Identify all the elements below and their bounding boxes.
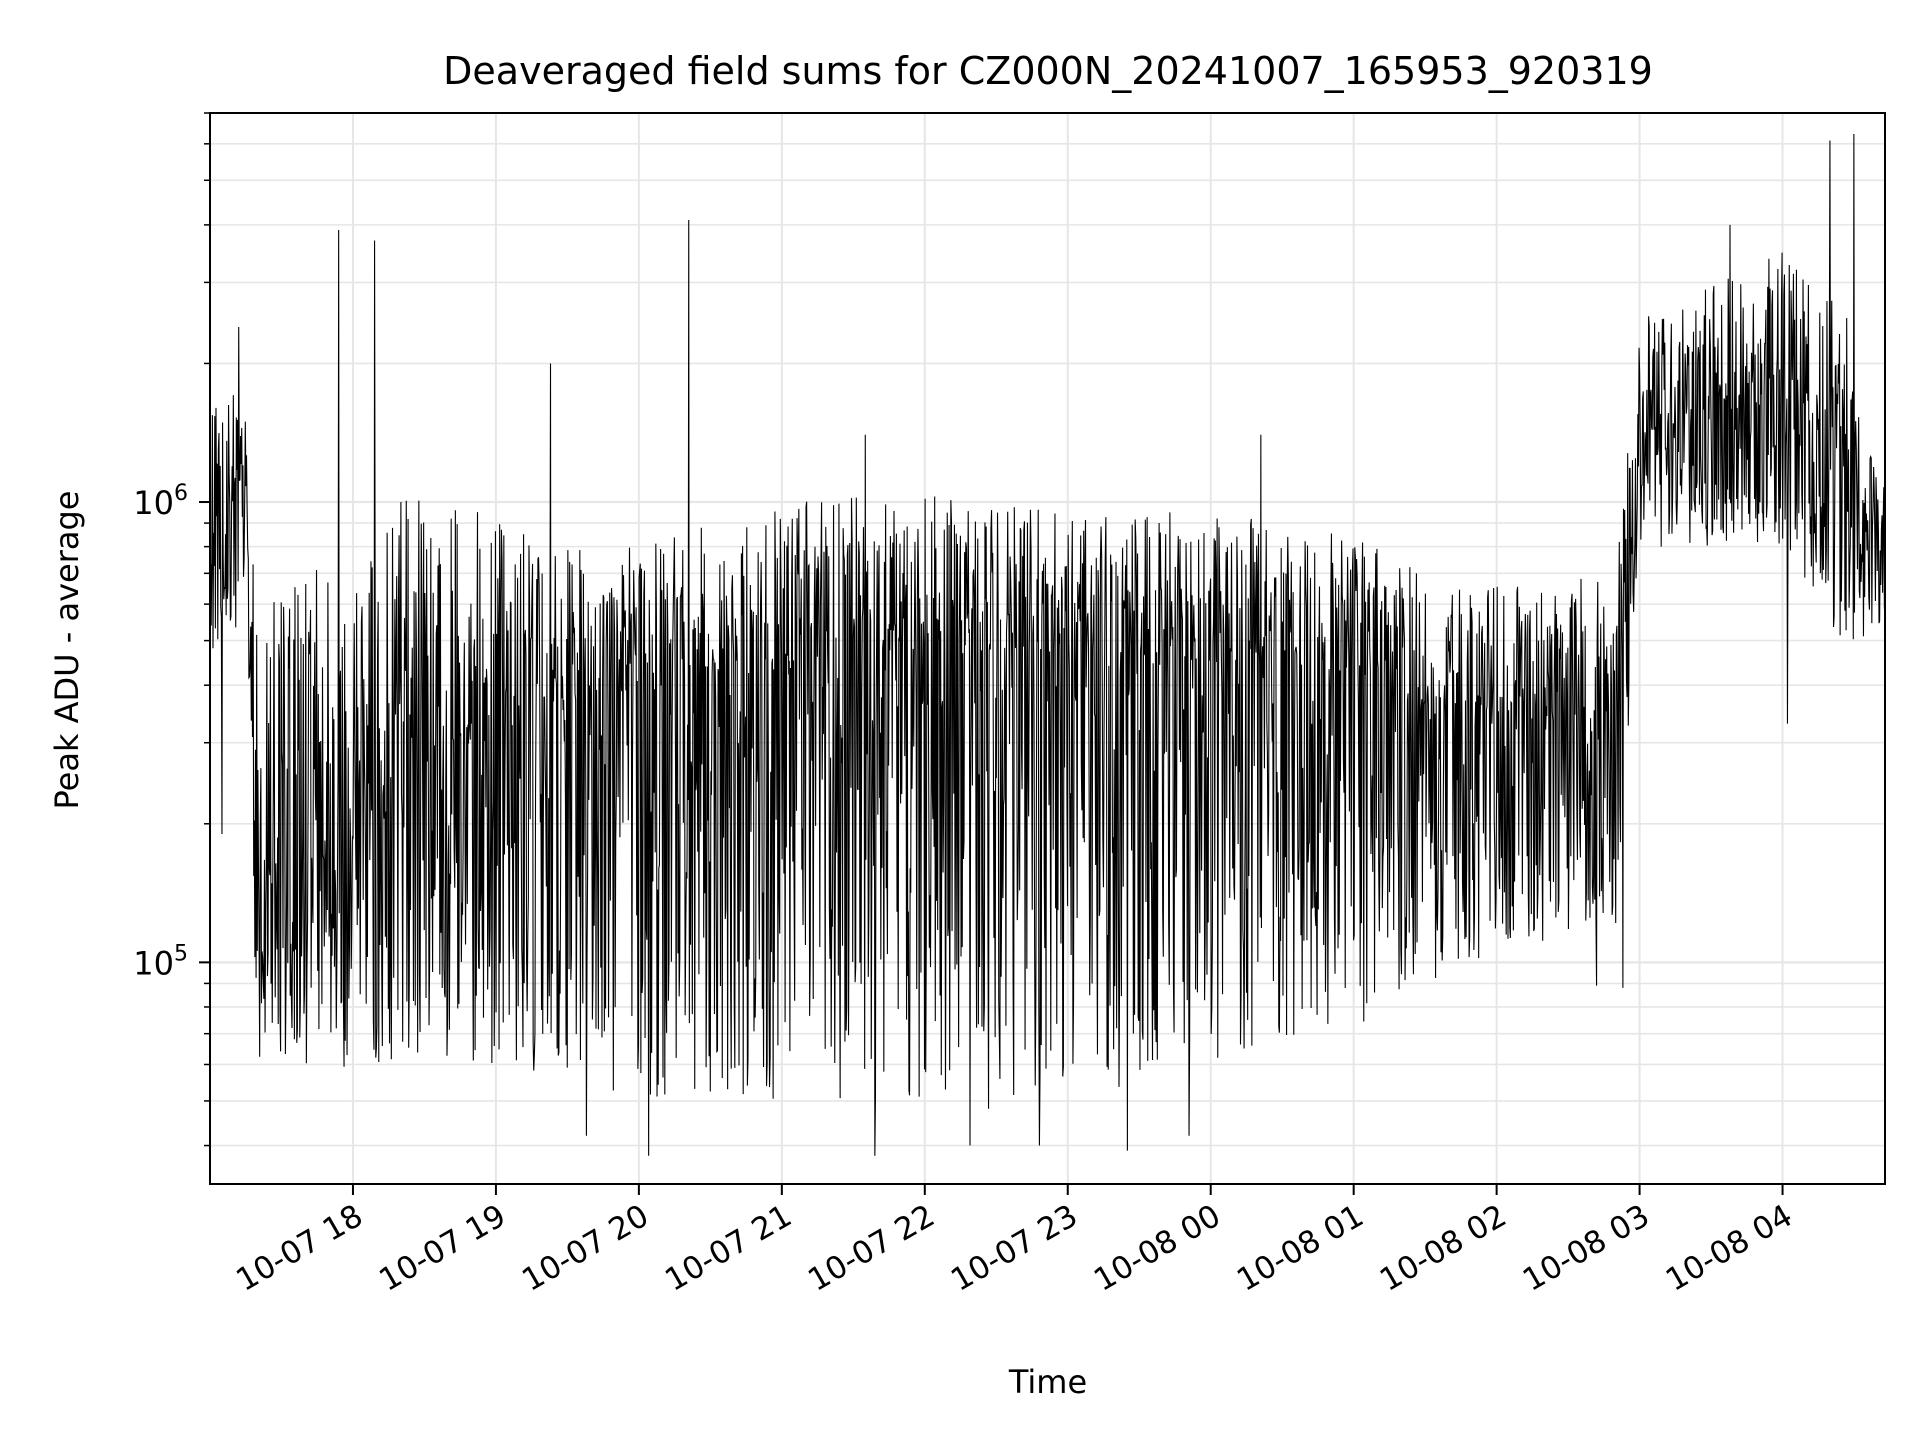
x-tick-label: 10-08 02: [1374, 1198, 1513, 1299]
x-tick-label: 10-07 22: [802, 1198, 941, 1299]
x-tick-label: 10-07 18: [230, 1198, 369, 1299]
x-tick-label: 10-08 01: [1231, 1198, 1370, 1299]
grid-layer: [210, 112, 1885, 1184]
y-tick-label: 105: [133, 941, 188, 982]
x-tick-label: 10-07 23: [945, 1198, 1084, 1299]
y-axis-label: Peak ADU - average: [48, 491, 86, 810]
x-tick-label: 10-07 19: [373, 1198, 512, 1299]
x-tick-label: 10-07 21: [659, 1198, 798, 1299]
plot-area-frame: [209, 112, 1886, 1185]
chart-title: Deaveraged field sums for CZ000N_2024100…: [443, 49, 1653, 93]
series-line-deaveraged-field-sums: [209, 134, 1886, 1156]
x-axis-label: Time: [1008, 1363, 1087, 1401]
x-tick-label: 10-08 00: [1088, 1198, 1227, 1299]
x-tick-label: 10-08 03: [1517, 1198, 1656, 1299]
series-layer: [209, 134, 1886, 1156]
x-tick-label: 10-08 04: [1660, 1198, 1799, 1299]
y-tick-label: 106: [133, 481, 188, 522]
x-tick-label: 10-07 20: [516, 1198, 655, 1299]
